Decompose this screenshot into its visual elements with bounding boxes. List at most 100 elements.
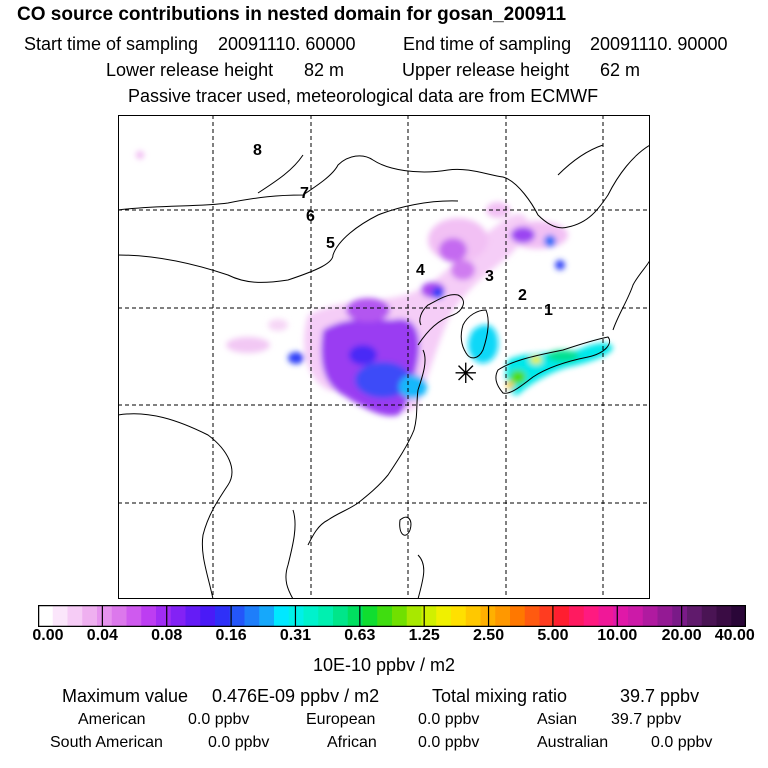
- colorbar-cell: [229, 605, 245, 627]
- colorbar-cell: [126, 605, 142, 627]
- region-name-european: European: [306, 711, 376, 728]
- region-name-australian: Australian: [537, 734, 609, 751]
- colorbar-cell: [141, 605, 157, 627]
- region-value-south-american: 0.0 ppbv: [208, 734, 270, 751]
- colorbar-tick-label: 0.31: [279, 627, 312, 644]
- max-value: 0.476E-09 ppbv / m2: [212, 686, 380, 706]
- trajectory-label-8: 8: [253, 142, 262, 159]
- colorbar-tick-label: 0.00: [32, 627, 64, 644]
- upper-height-label: Upper release height: [402, 60, 570, 80]
- colorbar-cell: [539, 605, 555, 627]
- upper-height-value: 62 m: [600, 60, 641, 80]
- colorbar-cell: [406, 605, 422, 627]
- colorbar-cell: [288, 605, 304, 627]
- colorbar-cell: [362, 605, 378, 627]
- colorbar-tick-label: 0.63: [344, 627, 376, 644]
- lat-lon-grid: [118, 115, 650, 599]
- colorbar-tick-label: 0.08: [151, 627, 183, 644]
- trajectory-label-1: 1: [544, 302, 553, 319]
- subtitle: Passive tracer used, meteorological data…: [128, 86, 599, 106]
- colorbar-cell: [495, 605, 511, 627]
- colorbar-cell: [569, 605, 585, 627]
- colorbar-cell: [731, 605, 746, 627]
- colorbar-cell: [554, 605, 570, 627]
- colorbar: [38, 605, 746, 627]
- contribution-map: 1 2 3 4 5 6 7 8 ✳: [118, 115, 650, 599]
- colorbar-cell: [318, 605, 334, 627]
- colorbar-cell: [672, 605, 688, 627]
- end-time-value: 20091110. 90000: [590, 34, 728, 54]
- coastlines: [118, 144, 650, 599]
- colorbar-cell: [97, 605, 113, 627]
- colorbar-cell: [716, 605, 732, 627]
- colorbar-cell: [82, 605, 98, 627]
- colorbar-cell: [687, 605, 703, 627]
- colorbar-tick-label: 20.00: [661, 627, 702, 644]
- colorbar-cell: [583, 605, 599, 627]
- region-name-south-american: South American: [50, 734, 163, 751]
- region-value-australian: 0.0 ppbv: [651, 734, 713, 751]
- colorbar-cell: [244, 605, 260, 627]
- colorbar-cell: [598, 605, 614, 627]
- colorbar-cell: [259, 605, 275, 627]
- colorbar-cell: [111, 605, 127, 627]
- trajectory-label-2: 2: [518, 287, 527, 304]
- colorbar-cell: [215, 605, 231, 627]
- colorbar-cell: [436, 605, 452, 627]
- colorbar-cell: [392, 605, 408, 627]
- colorbar-tick-label: 0.16: [215, 627, 247, 644]
- colorbar-cell: [303, 605, 319, 627]
- lower-height-label: Lower release height: [106, 60, 274, 80]
- colorbar-cell: [67, 605, 83, 627]
- colorbar-cell: [156, 605, 172, 627]
- max-value-label: Maximum value: [62, 686, 189, 706]
- trajectory-label-3: 3: [485, 268, 494, 285]
- region-name-american: American: [78, 711, 146, 728]
- colorbar-cell: [465, 605, 481, 627]
- total-mixing-value: 39.7 ppbv: [620, 686, 700, 706]
- colorbar-cell: [510, 605, 526, 627]
- total-mixing-label: Total mixing ratio: [432, 686, 568, 706]
- region-value-american: 0.0 ppbv: [188, 711, 250, 728]
- colorbar-cell: [200, 605, 216, 627]
- colorbar-cell: [170, 605, 186, 627]
- region-name-african: African: [327, 734, 377, 751]
- colorbar-cell: [274, 605, 290, 627]
- region-value-european: 0.0 ppbv: [418, 711, 480, 728]
- colorbar-cell: [52, 605, 68, 627]
- colorbar-cell: [701, 605, 717, 627]
- colorbar-cell: [333, 605, 349, 627]
- colorbar-cell: [657, 605, 673, 627]
- plume-field: [136, 151, 613, 416]
- colorbar-cell: [451, 605, 467, 627]
- trajectory-label-7: 7: [300, 185, 309, 202]
- start-time-label: Start time of sampling: [24, 34, 199, 54]
- trajectory-label-5: 5: [326, 235, 335, 252]
- colorbar-tick-label: 5.00: [537, 627, 569, 644]
- colorbar-cell: [628, 605, 644, 627]
- region-name-asian: Asian: [537, 711, 578, 728]
- receptor-marker: ✳: [454, 357, 477, 390]
- lower-height-value: 82 m: [304, 60, 345, 80]
- colorbar-cell: [38, 605, 54, 627]
- colorbar-tick-label: 10.00: [597, 627, 638, 644]
- colorbar-frame: [38, 605, 746, 627]
- colorbar-cell: [347, 605, 363, 627]
- colorbar-cell: [524, 605, 540, 627]
- region-value-african: 0.0 ppbv: [418, 734, 480, 751]
- colorbar-tick-label: 2.50: [472, 627, 505, 644]
- colorbar-cell: [421, 605, 437, 627]
- colorbar-tick-label: 0.04: [86, 627, 118, 644]
- trajectory-label-4: 4: [416, 262, 425, 279]
- colorbar-cell: [642, 605, 658, 627]
- map-frame: [118, 115, 650, 599]
- colorbar-cell: [185, 605, 201, 627]
- colorbar-cell: [613, 605, 629, 627]
- start-time-value: 20091110. 60000: [218, 34, 356, 54]
- colorbar-units: 10E-10 ppbv / m2: [312, 655, 456, 675]
- colorbar-cell: [377, 605, 393, 627]
- end-time-label: End time of sampling: [403, 34, 572, 54]
- colorbar-tick-label: 1.25: [408, 627, 440, 644]
- page-title: CO source contributions in nested domain…: [17, 4, 567, 25]
- colorbar-tick-label: 40.00: [714, 627, 755, 644]
